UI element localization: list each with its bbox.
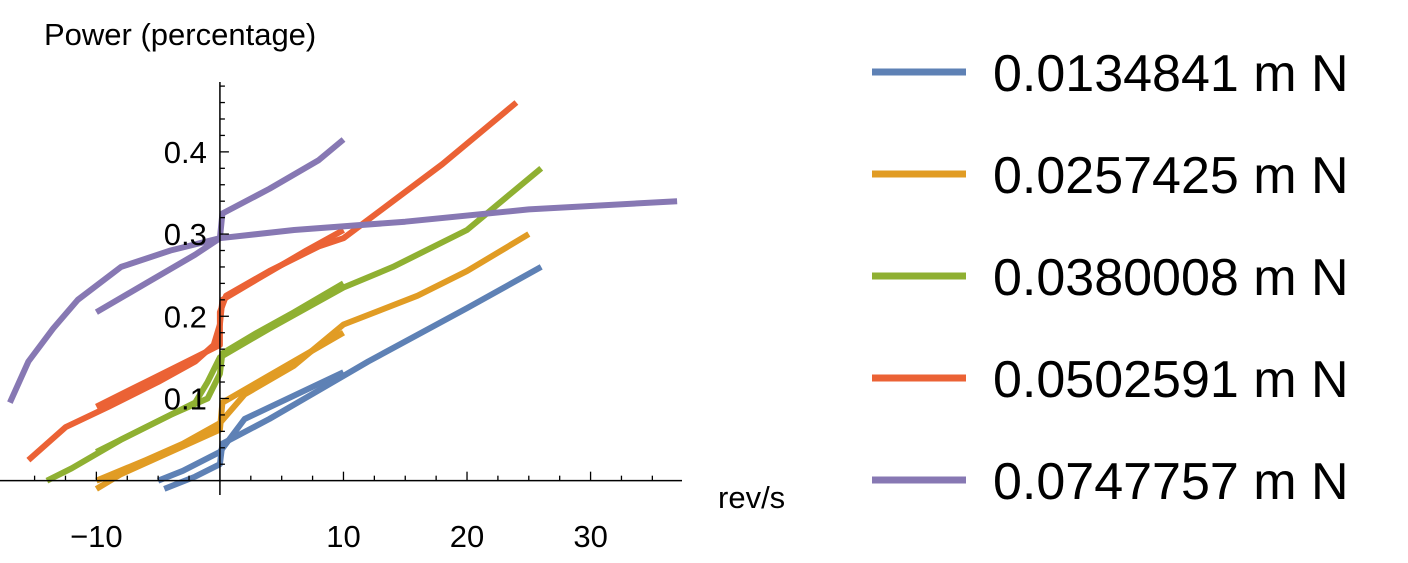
legend-label-5: 0.0747757 m N xyxy=(993,453,1349,511)
y-axis-title: Power (percentage) xyxy=(44,17,316,52)
y-tick-label: 0.3 xyxy=(164,217,207,252)
legend-label-2: 0.0257425 m N xyxy=(993,147,1349,205)
plot-lines xyxy=(7,100,678,492)
x-axis-title: rev/s xyxy=(718,480,785,515)
x-ticks: −10 10 20 30 xyxy=(33,471,653,554)
x-tick-label: 10 xyxy=(326,519,360,554)
x-tick-label: 20 xyxy=(450,519,484,554)
y-ticks: 0.1 0.2 0.3 0.4 xyxy=(164,85,229,465)
y-tick-label: 0.4 xyxy=(164,135,207,170)
y-tick-label: 0.1 xyxy=(164,381,207,416)
series-line-5-1 xyxy=(7,137,346,404)
series-line-5-2 xyxy=(94,198,678,315)
series-line-1-2 xyxy=(163,264,543,492)
legend-label-3: 0.0380008 m N xyxy=(993,249,1349,307)
axes: −10 10 20 30 0.1 0.2 0.3 0.4 xyxy=(0,82,682,554)
series-line-2-2 xyxy=(95,231,531,484)
y-tick-label: 0.2 xyxy=(164,299,207,334)
series-line-4-2 xyxy=(95,100,519,410)
series-line-3-2 xyxy=(95,165,544,455)
series-line-4-1 xyxy=(26,227,345,463)
x-tick-label: −10 xyxy=(70,519,123,554)
x-tick-label: 30 xyxy=(573,519,607,554)
legend: 0.0134841 m N 0.0257425 m N 0.0380008 m N 0… xyxy=(872,45,1349,511)
legend-label-1: 0.0134841 m N xyxy=(993,45,1349,103)
legend-label-4: 0.0502591 m N xyxy=(993,351,1349,409)
